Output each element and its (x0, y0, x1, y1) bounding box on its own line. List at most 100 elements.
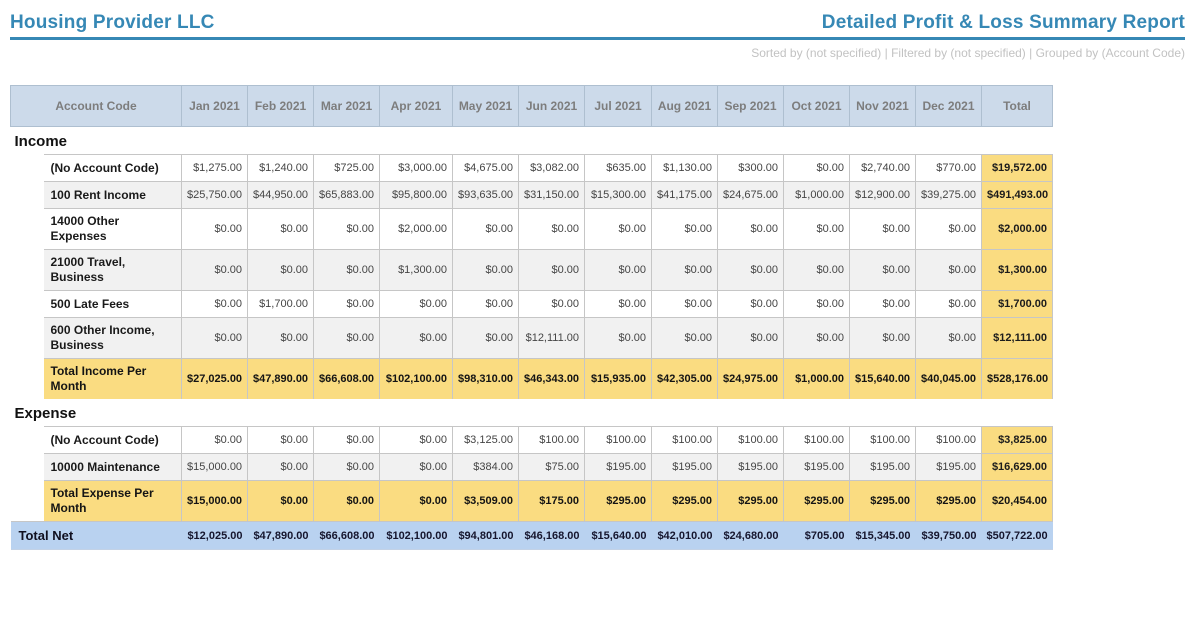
amount-cell: $1,000.00 (783, 181, 850, 209)
section-total-amount: $295.00 (849, 480, 916, 522)
report-title: Detailed Profit & Loss Summary Report (821, 12, 1185, 33)
section-total-amount: $98,310.00 (452, 358, 519, 399)
amount-cell: $0.00 (584, 317, 652, 359)
amount-cell: $635.00 (584, 154, 652, 182)
amount-cell: $100.00 (783, 426, 850, 454)
amount-cell: $0.00 (849, 290, 916, 318)
amount-cell: $0.00 (181, 249, 248, 291)
amount-cell: $0.00 (181, 426, 248, 454)
section-total-amount: $15,640.00 (849, 358, 916, 399)
section-total-amount: $295.00 (717, 480, 784, 522)
amount-cell: $0.00 (584, 208, 652, 250)
amount-cell: $0.00 (783, 154, 850, 182)
amount-cell: $0.00 (452, 290, 519, 318)
section-header-label: Expense (10, 399, 1053, 427)
amount-cell: $1,130.00 (651, 154, 718, 182)
column-header: Sep 2021 (717, 85, 784, 127)
column-header: May 2021 (452, 85, 519, 127)
amount-cell: $100.00 (518, 426, 585, 454)
column-header: Nov 2021 (849, 85, 916, 127)
account-label: 10000 Maintenance (43, 453, 182, 481)
column-header: Jan 2021 (181, 85, 248, 127)
amount-cell: $0.00 (651, 290, 718, 318)
amount-cell: $0.00 (717, 317, 784, 359)
amount-cell: $0.00 (313, 249, 380, 291)
amount-cell: $2,740.00 (849, 154, 916, 182)
section-total-amount: $102,100.00 (379, 358, 453, 399)
row-indent-gutter (10, 290, 44, 318)
amount-cell: $1,275.00 (181, 154, 248, 182)
account-row: (No Account Code) $1,275.00 $1,240.00 $725.… (10, 154, 1053, 182)
amount-cell: $0.00 (717, 290, 784, 318)
account-label: (No Account Code) (43, 426, 182, 454)
row-total-cell: $3,825.00 (981, 426, 1053, 454)
row-indent-gutter (10, 426, 44, 454)
section-header-row: Expense (10, 399, 1053, 427)
column-header: Jun 2021 (518, 85, 585, 127)
report-subtitle: Sorted by (not specified) | Filtered by … (751, 46, 1185, 60)
section-total-amount: $175.00 (518, 480, 585, 522)
amount-cell: $0.00 (849, 208, 916, 250)
section-total-amount: $66,608.00 (313, 358, 380, 399)
section-total-amount: $15,935.00 (584, 358, 652, 399)
row-indent-gutter (10, 208, 44, 250)
amount-cell: $195.00 (651, 453, 718, 481)
amount-cell: $0.00 (849, 249, 916, 291)
amount-cell: $0.00 (518, 290, 585, 318)
amount-cell: $12,111.00 (518, 317, 585, 359)
amount-cell: $0.00 (783, 290, 850, 318)
amount-cell: $15,000.00 (181, 453, 248, 481)
net-amount-cell: $66,608.00 (313, 521, 380, 550)
amount-cell: $0.00 (313, 317, 380, 359)
amount-cell: $0.00 (651, 208, 718, 250)
amount-cell: $384.00 (452, 453, 519, 481)
section-header-row: Income (10, 126, 1053, 155)
section-total-label: Total Expense Per Month (43, 480, 182, 522)
table-body: Income (No Account Code) $1,275.00 $1,240.0… (10, 126, 1053, 550)
account-label: 14000 Other Expenses (43, 208, 182, 250)
amount-cell: $65,883.00 (313, 181, 380, 209)
amount-cell: $0.00 (181, 208, 248, 250)
section-total-amount: $24,975.00 (717, 358, 784, 399)
section-total-amount: $0.00 (247, 480, 314, 522)
net-amount-cell: $12,025.00 (181, 521, 248, 550)
company-title: Housing Provider LLC (10, 12, 215, 33)
report-table: Account Code Jan 2021 Feb 2021 Mar 2021 Apr … (10, 85, 1053, 550)
net-amount-cell: $102,100.00 (379, 521, 453, 550)
row-total-cell: $1,300.00 (981, 249, 1053, 291)
account-row: 100 Rent Income $25,750.00 $44,950.00 $65,8… (10, 181, 1053, 209)
amount-cell: $0.00 (452, 208, 519, 250)
row-indent-gutter (10, 317, 44, 359)
amount-cell: $0.00 (915, 317, 982, 359)
account-row: 21000 Travel, Business $0.00 $0.00 $0.00 $1,… (10, 249, 1053, 291)
amount-cell: $3,125.00 (452, 426, 519, 454)
amount-cell: $0.00 (247, 317, 314, 359)
amount-cell: $0.00 (651, 249, 718, 291)
amount-cell: $0.00 (313, 208, 380, 250)
amount-cell: $0.00 (783, 317, 850, 359)
net-amount-cell: $42,010.00 (651, 521, 718, 550)
amount-cell: $0.00 (518, 249, 585, 291)
amount-cell: $25,750.00 (181, 181, 248, 209)
row-indent-gutter (10, 480, 44, 522)
amount-cell: $195.00 (915, 453, 982, 481)
amount-cell: $0.00 (518, 208, 585, 250)
amount-cell: $195.00 (849, 453, 916, 481)
column-header: Total (981, 85, 1053, 127)
section-total-grand: $20,454.00 (981, 480, 1053, 522)
amount-cell: $95,800.00 (379, 181, 453, 209)
net-row: Total Net $12,025.00 $47,890.00 $66,608.00 $… (10, 521, 1053, 550)
amount-cell: $100.00 (849, 426, 916, 454)
section-total-amount: $295.00 (783, 480, 850, 522)
account-label: (No Account Code) (43, 154, 182, 182)
column-header: Oct 2021 (783, 85, 850, 127)
row-total-cell: $19,572.00 (981, 154, 1053, 182)
amount-cell: $0.00 (181, 290, 248, 318)
account-label: 100 Rent Income (43, 181, 182, 209)
account-row: 600 Other Income, Business $0.00 $0.00 $0.0… (10, 317, 1053, 359)
amount-cell: $0.00 (247, 249, 314, 291)
amount-cell: $0.00 (452, 249, 519, 291)
amount-cell: $3,000.00 (379, 154, 453, 182)
amount-cell: $39,275.00 (915, 181, 982, 209)
section-header-label: Income (10, 126, 1053, 155)
